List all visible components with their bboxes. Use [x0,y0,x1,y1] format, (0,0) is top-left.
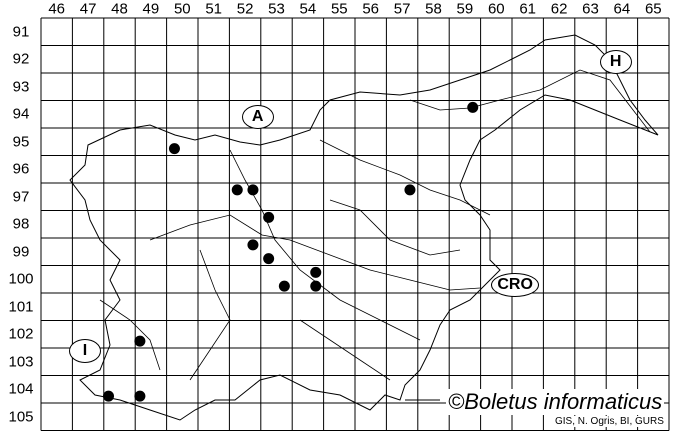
column-label: 59 [456,0,474,18]
row-label: 105 [8,408,34,426]
column-label: 50 [173,0,191,18]
record-dot [168,143,180,155]
column-label: 52 [236,0,254,18]
row-label: 92 [12,50,30,68]
column-label: 60 [487,0,505,18]
row-label: 97 [12,188,30,206]
column-label: 64 [613,0,631,18]
column-label: 55 [330,0,348,18]
record-dot [134,335,146,347]
row-label: 95 [12,133,30,151]
row-label: 93 [12,78,30,96]
record-dot [263,253,275,265]
grid [40,17,670,431]
column-label: 65 [644,0,662,18]
column-label: 63 [582,0,599,18]
column-label: 47 [79,0,97,18]
row-label: 99 [12,243,30,261]
credit-text: ©Boletus informaticus [446,389,665,415]
rivers [99,69,651,381]
country-label: CRO [491,272,540,297]
column-label: 46 [48,0,66,18]
row-label: 102 [8,325,34,343]
row-label: 100 [8,270,34,288]
column-label: 54 [299,0,317,18]
country-label: I [68,338,101,363]
record-dot [231,184,243,196]
row-label: 101 [8,298,34,316]
record-dot [467,101,479,113]
column-label: 57 [393,0,411,18]
record-dot [247,184,259,196]
row-label: 104 [8,380,34,398]
row-label: 96 [12,160,30,178]
column-label: 53 [268,0,285,18]
column-label: 62 [550,0,568,18]
record-dot [310,266,322,278]
record-dot [247,239,259,251]
record-dot [263,211,275,223]
column-label: 51 [205,0,223,18]
column-label: 56 [362,0,380,18]
column-label: 48 [111,0,128,18]
source-text: GIS, N. Ogris, BI, GURS [555,416,664,427]
records-layer [103,101,479,402]
row-label: 94 [12,105,30,123]
record-dot [310,280,322,292]
column-label: 49 [142,0,160,18]
country-label: H [599,50,632,74]
record-dot [103,390,115,402]
country-label: A [241,105,274,129]
row-label: 91 [12,23,30,41]
column-label: 58 [425,0,442,18]
column-label: 61 [519,0,537,18]
record-dot [404,184,416,196]
record-dot [278,280,290,292]
record-dot [134,390,146,402]
slovenia-border [69,34,659,421]
row-label: 103 [8,353,34,371]
row-label: 98 [12,215,30,233]
